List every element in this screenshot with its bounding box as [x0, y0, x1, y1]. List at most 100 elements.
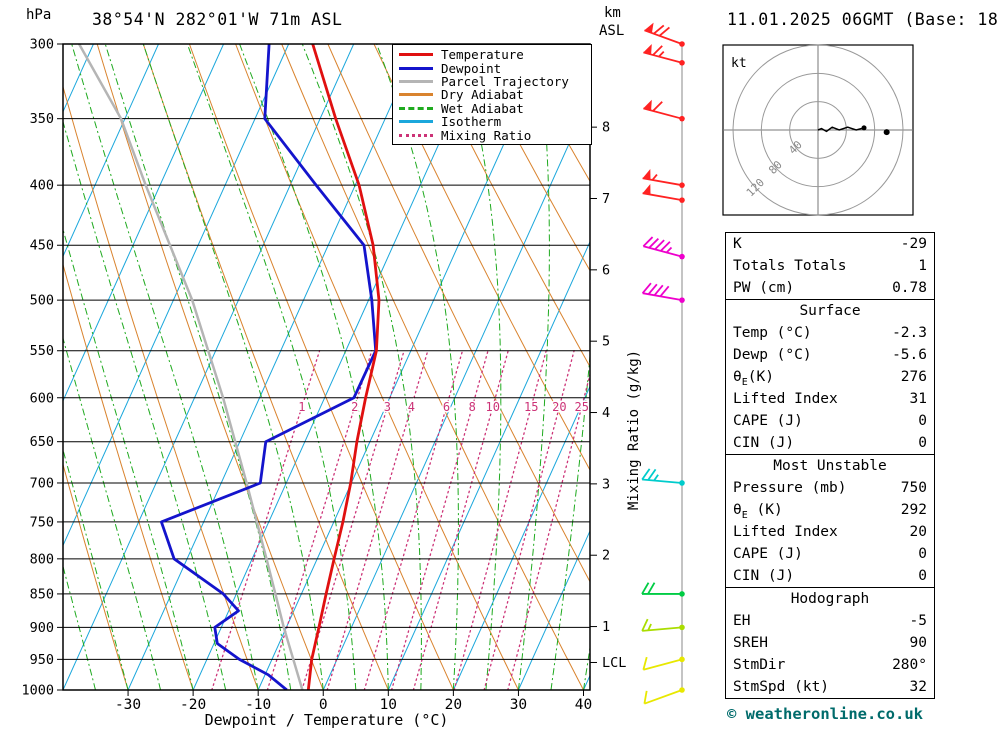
wind-barb-column: [641, 22, 685, 705]
table-row-label: StmSpd (kt): [733, 679, 830, 695]
legend-label: Wet Adiabat: [441, 100, 524, 116]
legend-label: Mixing Ratio: [441, 127, 532, 143]
wind-barb: [644, 22, 685, 47]
pressure-tick-label: 650: [30, 434, 54, 450]
wind-barb: [642, 236, 685, 260]
km-tick-label: 4: [602, 405, 610, 421]
table-row-label: StmDir: [733, 657, 786, 673]
asl-axis-unit: ASL: [599, 23, 625, 39]
run-datetime: 11.01.2025 06GMT (Base: 18): [727, 10, 1000, 29]
pressure-tick-label: 550: [30, 343, 54, 359]
legend-line-sample: [399, 53, 433, 57]
sounding-profiles: [78, 44, 381, 690]
table-row-label: Lifted Index: [733, 391, 838, 407]
wind-barb: [641, 582, 685, 597]
legend-item: Wet Adiabat: [393, 102, 591, 115]
km-tick-label: 6: [602, 262, 610, 278]
wind-barb: [641, 282, 685, 303]
mixing-ratio-label: 6: [443, 400, 450, 414]
hodograph-unit-label: kt: [731, 56, 747, 71]
temp-tick-label: 10: [380, 697, 397, 713]
legend-item: Dry Adiabat: [393, 88, 591, 101]
legend-label: Dry Adiabat: [441, 87, 524, 103]
table-row-label: Temp (°C): [733, 325, 812, 341]
table-row-label: CIN (J): [733, 568, 795, 584]
table-section: Surface Temp (°C) -2.3 Dewp (°C) -5.6 θE(K) 27…: [726, 299, 934, 454]
temperature-curve: [306, 44, 381, 690]
pressure-tick-label: 750: [30, 514, 54, 530]
table-row: CIN (J) 0: [726, 432, 934, 454]
table-row-label: θE (K): [733, 502, 783, 521]
table-row-value: -5: [909, 613, 927, 629]
table-row-value: 0: [918, 546, 927, 562]
table-row-value: 750: [900, 480, 927, 496]
pressure-tick-label: 500: [30, 293, 54, 309]
temp-tick-label: -30: [115, 697, 141, 713]
table-row-label: SREH: [733, 635, 768, 651]
km-tick-label: 2: [602, 548, 610, 564]
mixing-ratio-label: 2: [351, 400, 358, 414]
table-row-value: -29: [900, 236, 927, 252]
mixing-ratio-label: 4: [408, 400, 415, 414]
table-row: StmSpd (kt) 32: [726, 676, 934, 698]
legend-item: Dewpoint: [393, 60, 591, 76]
copyright: © weatheronline.co.uk: [727, 705, 923, 723]
temp-tick-label: 40: [575, 697, 592, 713]
mixing-ratio-label: 10: [486, 400, 500, 414]
pressure-tick-label: 600: [30, 390, 54, 406]
mixing-ratio-label: 15: [524, 400, 538, 414]
table-section-title: Surface: [799, 303, 861, 319]
wind-barb: [643, 99, 685, 122]
table-row-label: CAPE (J): [733, 546, 803, 562]
table-row-value: 20: [909, 524, 927, 540]
table-row: K -29: [726, 233, 934, 255]
temp-tick-label: -10: [245, 697, 271, 713]
legend-line-sample: [399, 79, 433, 83]
table-row-value: 0: [918, 435, 927, 451]
table-row-value: 0: [918, 413, 927, 429]
mixing-ratio-axis-label: Mixing Ratio (g/kg): [626, 349, 642, 511]
wind-barb: [642, 656, 685, 671]
table-row: StmDir 280°: [726, 654, 934, 676]
table-section: K -29 Totals Totals 1 PW (cm) 0.78: [726, 233, 934, 299]
legend-line-sample: [399, 93, 433, 97]
axis-tick-labels: 3003504004505005506006507007508008509009…: [21, 37, 626, 714]
mixing-ratio-lines: [211, 350, 590, 690]
km-tick-label: 1: [602, 619, 610, 635]
table-row-value: -5.6: [892, 347, 927, 363]
wind-barb: [643, 44, 685, 66]
temp-tick-label: 0: [319, 697, 328, 713]
km-axis-unit: km: [604, 5, 621, 21]
table-section-title: Most Unstable: [773, 458, 887, 474]
pressure-tick-label: 950: [30, 652, 54, 668]
legend-label: Dewpoint: [441, 60, 502, 76]
table-row: Lifted Index 31: [726, 388, 934, 410]
wind-barb: [641, 468, 685, 486]
legend-line-sample: [399, 66, 433, 70]
pressure-tick-label: 800: [30, 551, 54, 567]
table-row-label: θE(K): [733, 369, 774, 388]
km-tick-label: 7: [602, 191, 610, 207]
table-row-value: 32: [909, 679, 927, 695]
plot-border: [62, 43, 591, 691]
parcel-trajectory-curve: [78, 44, 304, 690]
temp-tick-label: 30: [510, 697, 527, 713]
table-row-value: 90: [909, 635, 927, 651]
temp-tick-label: 20: [445, 697, 462, 713]
table-row-value: -2.3: [892, 325, 927, 341]
table-row-value: 292: [900, 502, 927, 518]
indices-table: K -29 Totals Totals 1 PW (cm) 0.78 Surface Temp…: [725, 232, 935, 699]
table-row-label: Lifted Index: [733, 524, 838, 540]
table-row: CAPE (J) 0: [726, 543, 934, 565]
pressure-tick-label: 300: [30, 37, 54, 53]
table-section: Most Unstable Pressure (mb) 750 θE (K) 292 Li…: [726, 454, 934, 587]
pressure-tick-label: 350: [30, 111, 54, 127]
legend-label: Isotherm: [441, 114, 502, 130]
table-section-title: Hodograph: [790, 591, 870, 607]
km-tick-label: 5: [602, 334, 610, 350]
x-axis-label: Dewpoint / Temperature (°C): [204, 711, 449, 729]
table-row-label: Pressure (mb): [733, 480, 847, 496]
isotherm-lines: [63, 44, 590, 690]
table-row-value: 276: [900, 369, 927, 385]
